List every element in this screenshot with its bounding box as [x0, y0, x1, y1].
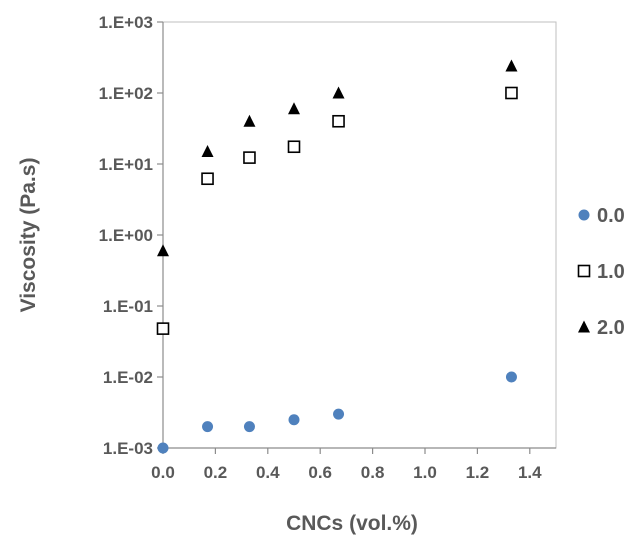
data-point — [243, 151, 256, 164]
data-point — [333, 408, 345, 420]
x-axis-title: CNCs (vol.%) — [286, 512, 418, 535]
series-0.0 — [157, 371, 517, 454]
data-point — [201, 144, 214, 157]
y-tick-label: 1.E+01 — [99, 155, 153, 174]
legend-item: 1.0 — [577, 261, 625, 283]
data-point — [157, 244, 169, 257]
x-tick-label: 0.8 — [361, 463, 385, 482]
data-point — [243, 114, 256, 127]
legend-label: 0.0 — [597, 205, 625, 227]
y-tick-label: 1.E+02 — [99, 84, 153, 103]
data-point — [156, 322, 170, 335]
series-2.0 — [157, 59, 518, 257]
data-point — [157, 442, 169, 454]
x-tick-label: 0.0 — [151, 463, 175, 482]
legend-label: 1.0 — [597, 261, 625, 283]
x-tick-label: 1.0 — [413, 463, 437, 482]
data-point — [505, 371, 517, 383]
y-axis: 1.E-03 1.E-02 1.E-01 1.E+00 1.E+01 1.E+02 1.E+… — [99, 13, 163, 458]
legend: 0.0 1.0 2.0 — [577, 205, 625, 339]
data-point — [288, 102, 300, 115]
data-point — [202, 421, 214, 433]
y-axis-title: Viscosity (Pa.s) — [17, 158, 40, 313]
data-point — [332, 114, 345, 128]
data-markers — [156, 59, 518, 454]
x-tick-label: 0.6 — [308, 463, 332, 482]
legend-label: 2.0 — [597, 317, 625, 339]
x-tick-label: 0.2 — [204, 463, 228, 482]
legend-marker — [578, 209, 590, 221]
series-1.0 — [156, 86, 518, 335]
data-point — [505, 86, 518, 100]
y-tick-label: 1.E-02 — [103, 368, 153, 387]
y-tick-label: 1.E-03 — [103, 439, 153, 458]
data-point — [243, 421, 255, 433]
x-axis: 0.0 0.2 0.4 0.6 0.8 1.0 1.2 1.4 — [151, 448, 542, 482]
y-tick-label: 1.E+00 — [99, 226, 153, 245]
plot-border — [162, 21, 557, 449]
y-tick-label: 1.E+03 — [99, 13, 153, 32]
y-tick-label: 1.E-01 — [103, 297, 153, 316]
data-point — [505, 59, 518, 72]
data-point — [288, 414, 300, 426]
data-point — [332, 86, 345, 99]
plot-frame — [162, 21, 557, 449]
data-point — [201, 172, 214, 186]
legend-marker — [578, 320, 590, 333]
data-point — [287, 140, 301, 154]
legend-item: 2.0 — [578, 317, 625, 339]
x-tick-label: 1.2 — [466, 463, 490, 482]
x-tick-label: 1.4 — [518, 463, 542, 482]
legend-marker — [577, 264, 591, 278]
legend-item: 0.0 — [578, 205, 625, 227]
x-tick-label: 0.4 — [256, 463, 280, 482]
